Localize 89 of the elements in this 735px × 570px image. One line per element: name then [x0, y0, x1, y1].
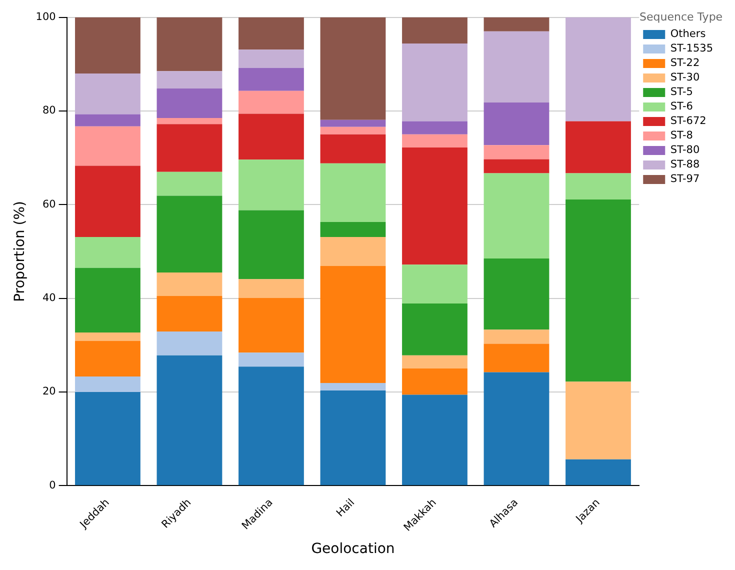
bar	[156, 17, 222, 72]
bar	[402, 368, 468, 395]
bar	[238, 279, 304, 298]
bar	[75, 166, 140, 237]
bar	[238, 366, 304, 486]
bar	[156, 172, 222, 196]
legend-label: ST-6	[670, 100, 694, 113]
bar	[238, 17, 304, 50]
bar	[238, 90, 304, 114]
bar	[156, 196, 222, 273]
bar	[566, 459, 631, 486]
bar	[75, 236, 140, 268]
bar	[566, 382, 631, 460]
bar	[238, 68, 304, 91]
bar	[484, 173, 550, 258]
x-axis-title: Geolocation	[311, 541, 395, 558]
legend-label: ST-30	[670, 72, 700, 84]
bar	[484, 17, 550, 32]
bar	[402, 264, 468, 304]
y-tick-label: 0	[49, 479, 56, 492]
legend-label: ST-97	[670, 173, 700, 186]
legend-label: ST-22	[670, 57, 700, 70]
bar	[75, 268, 140, 332]
bar	[238, 298, 304, 353]
bar	[238, 352, 304, 367]
bar	[156, 88, 222, 118]
bar	[156, 124, 222, 172]
bar	[75, 332, 140, 341]
bar	[75, 340, 140, 376]
y-tick-label: 80	[42, 104, 56, 117]
bar	[484, 258, 550, 330]
bar	[320, 120, 386, 127]
bar	[320, 17, 386, 120]
legend-label: ST-80	[670, 144, 700, 156]
bar	[402, 134, 468, 148]
bar	[402, 394, 468, 486]
bar	[320, 390, 386, 486]
bar	[320, 222, 386, 237]
bar	[402, 355, 468, 369]
bar	[320, 383, 386, 391]
bar	[320, 126, 386, 134]
bar	[75, 114, 140, 126]
legend-label: ST-1535	[670, 42, 714, 55]
bar	[156, 355, 222, 486]
y-tick-label: 60	[42, 198, 56, 210]
y-tick-label: 100	[36, 11, 56, 24]
bar	[484, 159, 550, 174]
bar	[75, 392, 140, 486]
bar	[402, 147, 468, 265]
bar	[75, 376, 140, 392]
bar	[320, 236, 386, 266]
legend-label: ST-88	[670, 158, 700, 171]
bar	[156, 332, 222, 356]
bar	[238, 210, 304, 280]
bar	[156, 118, 222, 124]
bar	[402, 44, 468, 122]
bar	[75, 126, 140, 166]
legend-label: Others	[670, 28, 706, 40]
bar	[484, 344, 550, 372]
bar	[320, 266, 386, 384]
legend-label: ST-5	[670, 86, 693, 98]
bar	[566, 199, 631, 382]
bar	[238, 50, 304, 68]
bar	[484, 31, 550, 103]
bar	[75, 74, 140, 114]
bar	[156, 71, 222, 88]
bar	[238, 160, 304, 210]
bar	[566, 173, 631, 200]
bar	[484, 330, 550, 344]
bar	[402, 121, 468, 134]
y-tick-label: 20	[42, 386, 56, 398]
bar	[75, 17, 140, 74]
bar	[320, 163, 386, 222]
bar	[566, 17, 631, 122]
y-tick-label: 40	[42, 292, 56, 304]
bar	[320, 134, 386, 164]
legend-label: ST-8	[670, 130, 693, 142]
bar	[484, 102, 550, 146]
bar	[402, 303, 468, 356]
bar	[484, 372, 550, 486]
y-axis-title: Proportion (%)	[12, 200, 28, 302]
bar	[484, 145, 550, 160]
bar	[238, 114, 304, 160]
bar	[566, 121, 631, 174]
bar	[156, 296, 222, 332]
legend-title: Sequence Type	[640, 10, 723, 24]
legend-label: ST-672	[670, 115, 706, 128]
bar	[156, 272, 222, 296]
bar	[402, 17, 468, 44]
